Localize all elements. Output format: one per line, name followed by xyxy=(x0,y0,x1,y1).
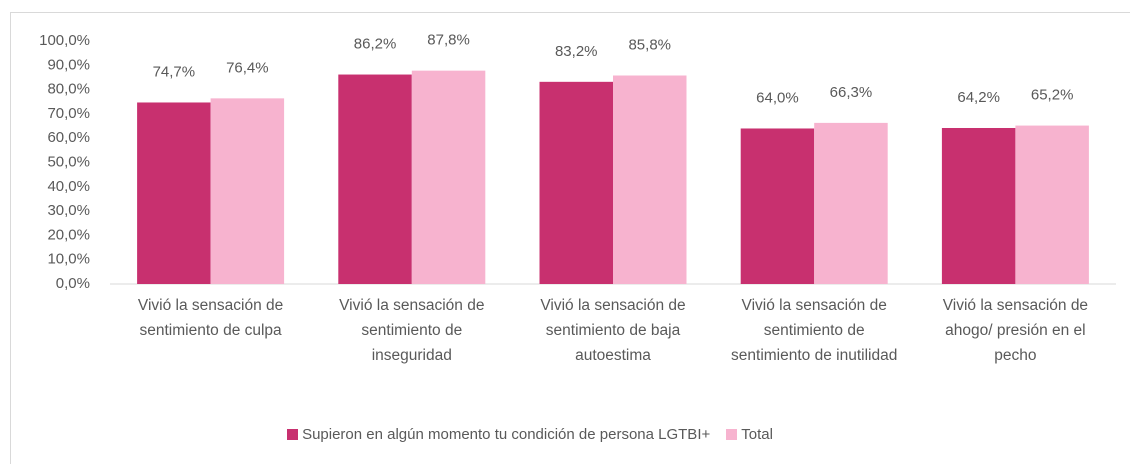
legend-label: Total xyxy=(741,426,773,443)
bar xyxy=(539,81,613,284)
bar xyxy=(210,98,285,285)
y-tick-label: 60,0% xyxy=(47,129,90,146)
value-label: 66,3% xyxy=(830,84,873,101)
bar xyxy=(411,70,486,284)
x-tick-label: Vivió la sensación de sentimiento de ins… xyxy=(339,297,485,364)
y-tick-label: 0,0% xyxy=(56,275,90,292)
bar xyxy=(613,75,687,284)
y-tick-label: 10,0% xyxy=(47,251,90,268)
bar xyxy=(338,74,412,284)
x-tick-label: Vivió la sensación de sentimiento de cul… xyxy=(137,297,284,339)
y-tick-label: 100,0% xyxy=(39,32,90,49)
y-tick-label: 20,0% xyxy=(47,226,90,243)
legend-swatch xyxy=(287,429,299,440)
y-tick-label: 90,0% xyxy=(47,56,90,73)
chart-frame xyxy=(10,12,1130,464)
bar xyxy=(740,128,815,284)
value-label: 64,0% xyxy=(756,89,799,106)
y-tick-label: 70,0% xyxy=(47,105,90,122)
value-label: 87,8% xyxy=(427,32,470,49)
y-tick-label: 30,0% xyxy=(47,202,90,219)
legend-label: Supieron en algún momento tu condición d… xyxy=(302,426,711,443)
value-label: 65,2% xyxy=(1031,87,1074,104)
bar xyxy=(137,102,211,284)
legend-item: Supieron en algún momento tu condición d… xyxy=(287,426,710,443)
legend-swatch xyxy=(726,429,738,440)
value-label: 76,4% xyxy=(226,59,269,76)
legend: Supieron en algún momento tu condición d… xyxy=(0,426,1060,443)
value-label: 83,2% xyxy=(555,43,598,60)
x-tick-label: Vivió la sensación de sentimiento de baj… xyxy=(540,297,686,364)
x-tick-label: Vivió la sensación de ahogo/ presión en … xyxy=(942,297,1089,364)
y-tick-label: 80,0% xyxy=(47,81,90,98)
bar xyxy=(941,127,1016,284)
legend-item: Total xyxy=(726,426,773,443)
y-tick-label: 50,0% xyxy=(47,153,90,170)
value-label: 86,2% xyxy=(354,36,397,53)
value-label: 85,8% xyxy=(628,36,671,53)
y-tick-label: 40,0% xyxy=(47,178,90,195)
bar xyxy=(814,122,888,285)
value-label: 64,2% xyxy=(957,89,1000,106)
value-label: 74,7% xyxy=(153,63,196,80)
bar xyxy=(1015,125,1089,285)
x-tick-label: Vivió la sensación de sentimiento de sen… xyxy=(731,297,898,364)
